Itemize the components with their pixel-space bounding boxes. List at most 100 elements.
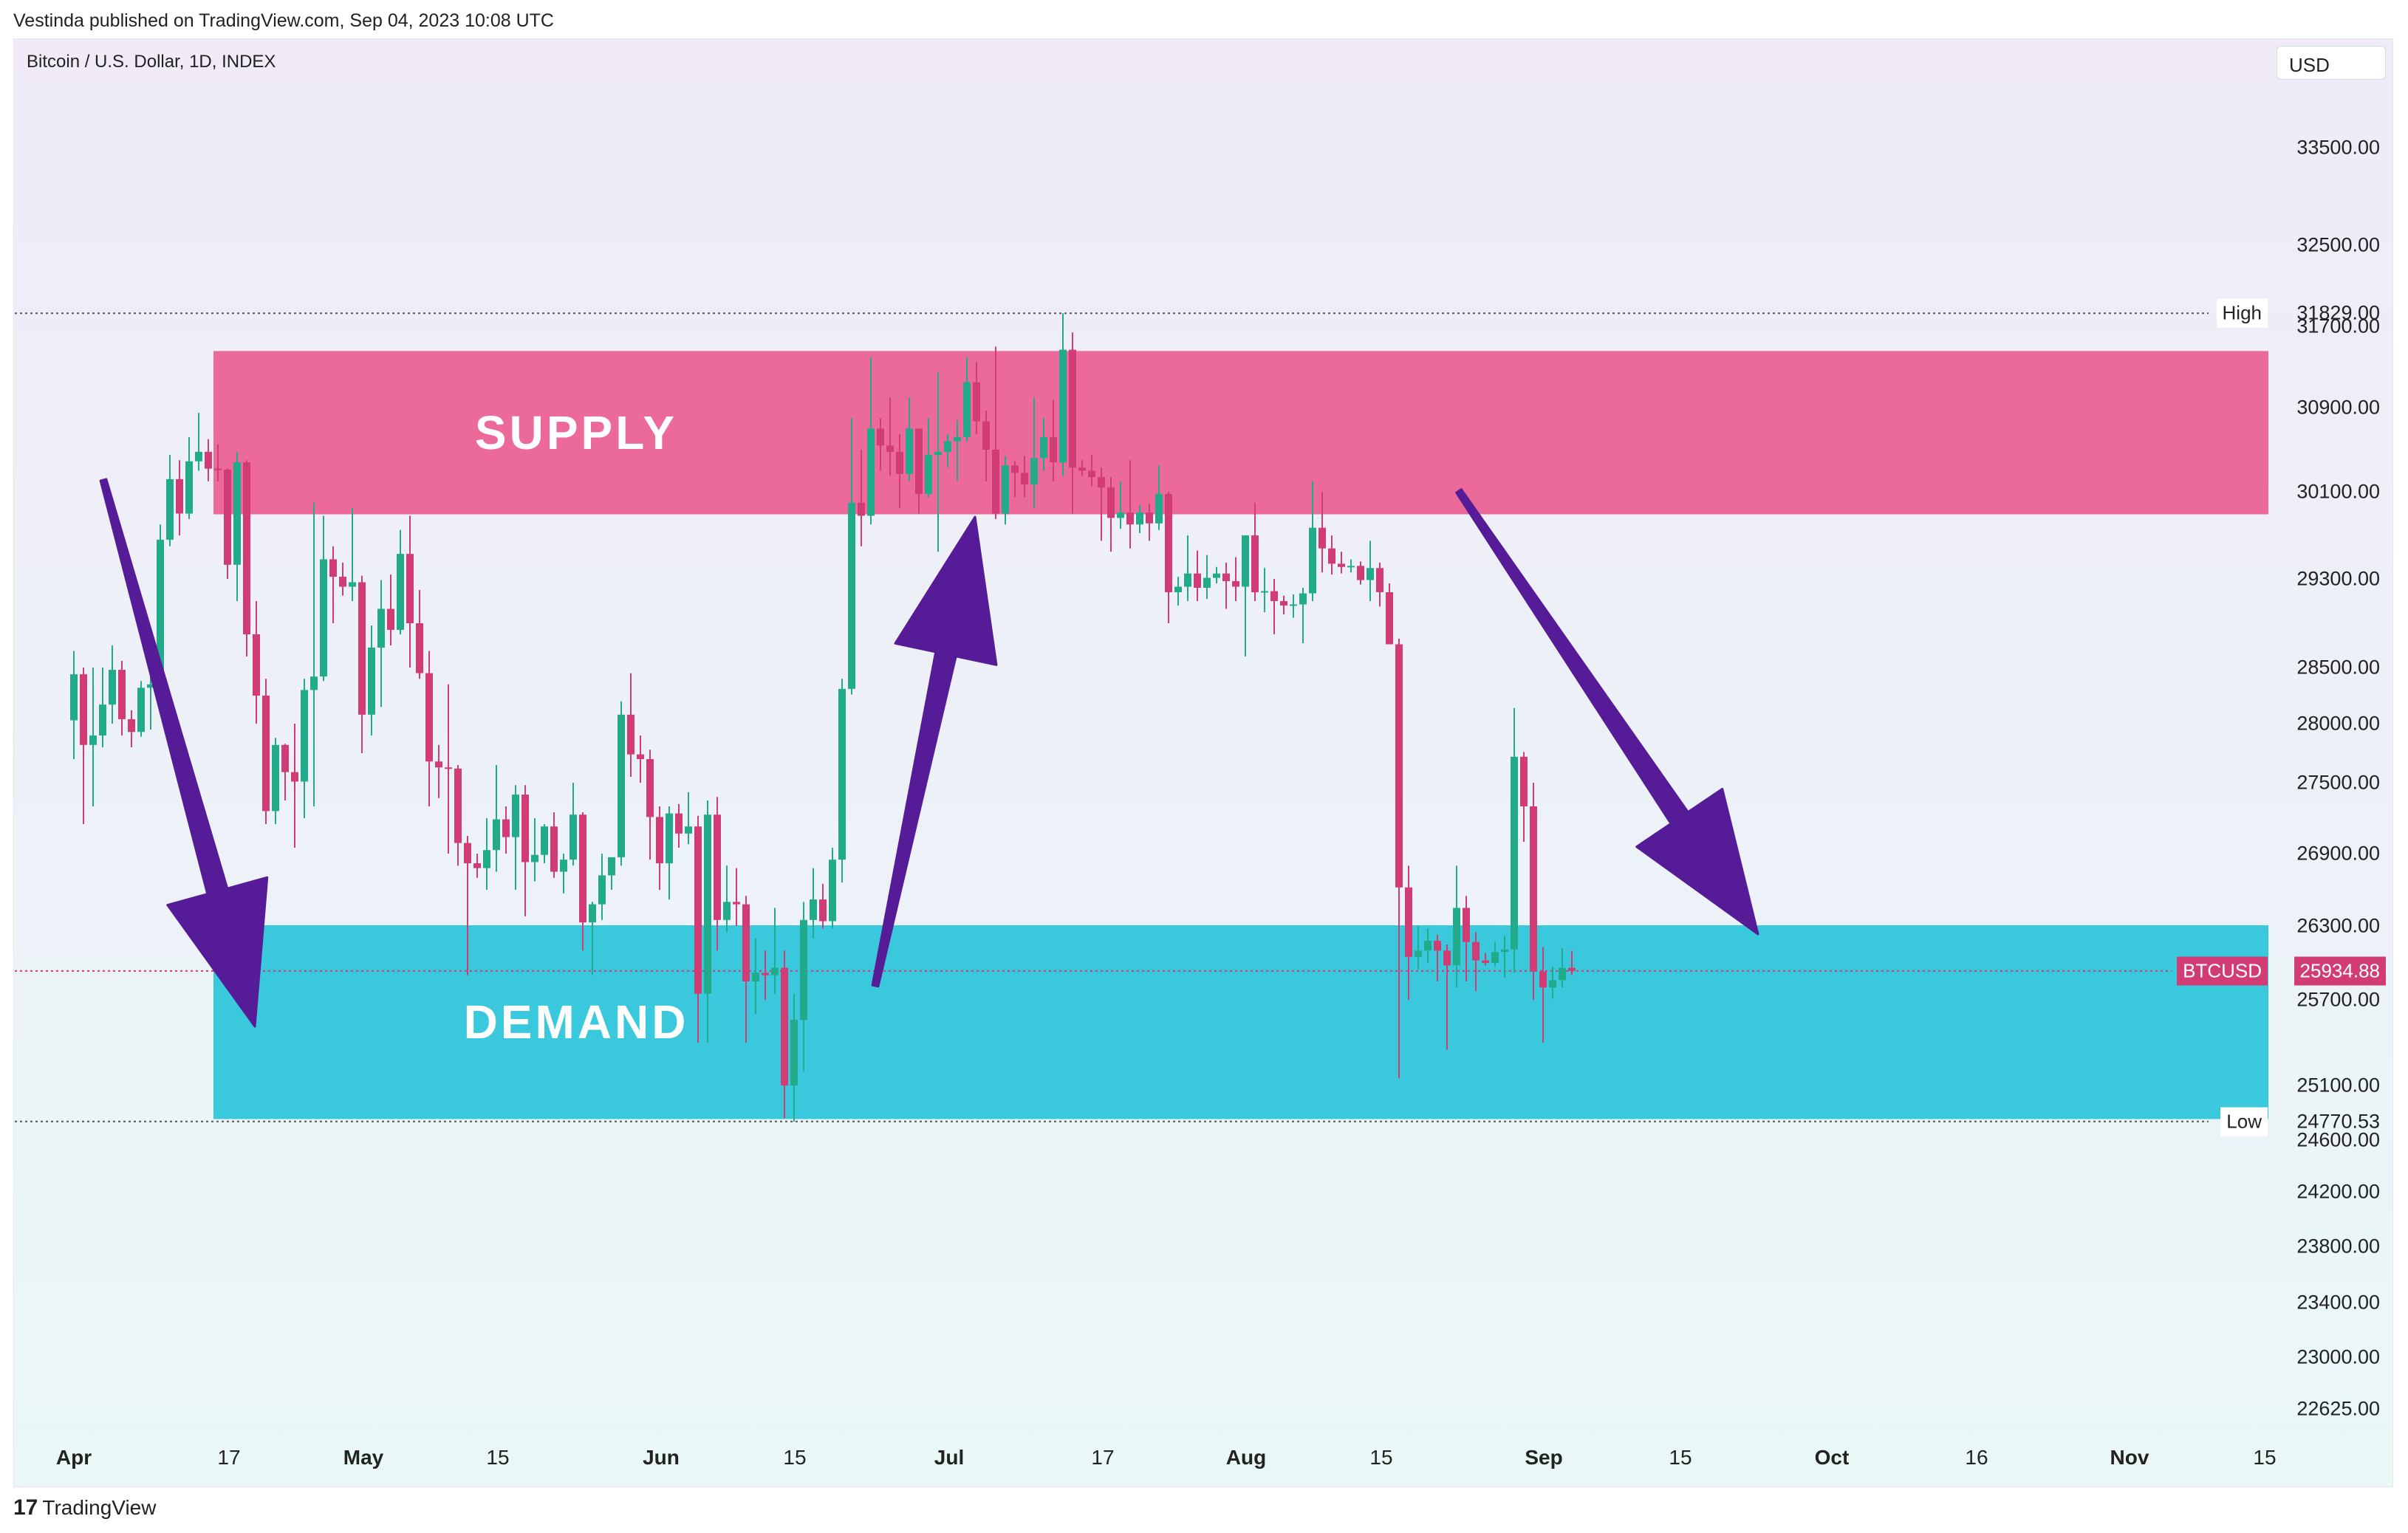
candle-body	[1463, 908, 1470, 942]
candle-body	[541, 826, 548, 855]
candle-body	[1347, 566, 1355, 568]
candle-body	[858, 502, 865, 516]
price-tick-label: 26900.00	[2296, 842, 2380, 865]
candle-body	[416, 623, 423, 673]
candle-body	[272, 744, 279, 812]
candle-body	[1491, 952, 1499, 963]
time-tick-label: 15	[1369, 1446, 1393, 1469]
candle-body	[1261, 591, 1268, 593]
time-tick-label: Oct	[1814, 1446, 1850, 1469]
candle-body	[579, 814, 586, 923]
candle-body	[1203, 577, 1211, 588]
candle-body	[627, 714, 635, 755]
candle-body	[1472, 942, 1480, 961]
candle-body	[1386, 592, 1393, 645]
time-tick-label: 15	[1669, 1446, 1692, 1469]
candle-body	[982, 421, 990, 450]
price-tick-label: 31700.00	[2296, 315, 2380, 337]
candle-body	[569, 814, 577, 860]
candle-body	[1405, 887, 1412, 957]
currency-button[interactable]: USD	[2277, 46, 2386, 80]
candle-body	[637, 754, 644, 759]
candle-body	[1040, 436, 1047, 459]
supply-label: SUPPLY	[475, 406, 677, 459]
candle-body	[992, 450, 999, 514]
candle-body	[598, 875, 606, 905]
candle-body	[224, 470, 231, 565]
candle-body	[781, 967, 788, 1086]
candle-body	[560, 860, 567, 872]
time-tick-label: Aug	[1225, 1446, 1267, 1469]
tradingview-logo[interactable]: 17 TradingView	[13, 1495, 156, 1520]
candle-body	[1146, 512, 1153, 524]
candle-body	[310, 676, 318, 690]
time-tick-label: Apr	[55, 1446, 92, 1469]
price-tick-label: 26300.00	[2296, 914, 2380, 937]
price-tick-label: 25700.00	[2296, 988, 2380, 1011]
candle-body	[1088, 470, 1095, 478]
low-value-label: 24770.53	[2296, 1110, 2380, 1133]
candle-body	[685, 826, 692, 834]
candle-body	[1511, 756, 1518, 950]
candle-body	[1299, 593, 1307, 605]
candle-body	[109, 670, 116, 705]
candle-body	[1222, 573, 1230, 581]
candle-body	[147, 684, 154, 688]
down-arrow-1	[99, 478, 269, 1028]
price-tick-label: 22625.00	[2296, 1397, 2380, 1420]
chart-pane[interactable]	[13, 38, 2393, 1487]
demand-label: DEMAND	[464, 995, 689, 1049]
price-tick-label: 32500.00	[2296, 233, 2380, 256]
candle-body	[1011, 465, 1019, 473]
price-tick-label: 24600.00	[2296, 1128, 2380, 1151]
candle-body	[915, 428, 923, 494]
high-value-label: 31829.00	[2296, 301, 2380, 324]
candle-body	[435, 761, 442, 768]
candle-body	[99, 704, 106, 735]
price-tick-label: 30900.00	[2296, 396, 2380, 419]
candle-body	[1165, 493, 1172, 592]
price-tick-label: 33500.00	[2296, 136, 2380, 159]
candle-body	[1453, 908, 1460, 966]
candle-body	[800, 919, 807, 1021]
candle-body	[1318, 527, 1326, 549]
price-tick-label: 23800.00	[2296, 1235, 2380, 1258]
candle-body	[694, 826, 702, 994]
candle-body	[205, 451, 212, 469]
candle-body	[1415, 950, 1422, 957]
time-tick-label: Jun	[643, 1446, 680, 1469]
candle-body	[1434, 941, 1441, 951]
candle-body	[1050, 436, 1057, 463]
candle-body	[1568, 967, 1576, 971]
candle-body	[656, 817, 663, 864]
candle-body	[176, 479, 183, 514]
candle-body	[618, 714, 625, 857]
candle-body	[1539, 971, 1547, 988]
candle-body	[742, 904, 750, 981]
time-tick-label: 17	[1091, 1446, 1115, 1469]
low-label: Low	[2226, 1110, 2262, 1133]
candle-body	[848, 502, 855, 689]
candle-body	[1078, 467, 1086, 471]
candle-body	[368, 648, 375, 715]
candle-body	[464, 843, 471, 864]
price-tick-label: 23400.00	[2296, 1291, 2380, 1314]
candle-body	[339, 577, 346, 587]
candle-body	[1338, 563, 1345, 567]
candle-body	[301, 690, 308, 782]
candle-body	[1021, 473, 1028, 485]
candle-body	[262, 696, 270, 812]
published-line: Vestinda published on TradingView.com, S…	[13, 10, 554, 31]
candle-body	[1482, 960, 1489, 963]
candle-body	[1251, 535, 1259, 592]
up-arrow	[871, 515, 998, 988]
candle-body	[954, 436, 961, 442]
candle-body	[589, 904, 596, 923]
candle-body	[1290, 604, 1297, 606]
tradingview-logo-icon: 17	[13, 1495, 38, 1520]
price-tick-label: 28500.00	[2296, 656, 2380, 679]
candle-body	[1069, 349, 1076, 468]
high-tag: High	[2216, 298, 2268, 328]
candle-body	[752, 973, 759, 981]
candle-body	[1242, 535, 1249, 587]
